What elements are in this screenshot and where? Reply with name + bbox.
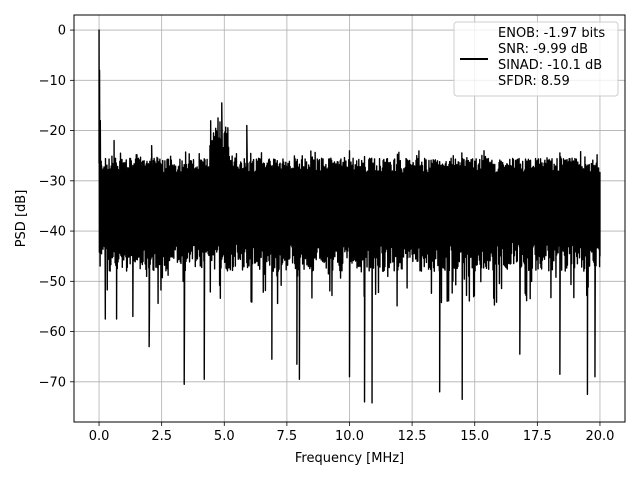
legend: ENOB: -1.97 bits SNR: -9.99 dB SINAD: -1… [453,21,619,97]
ticks: 0.0 2.5 5.0 7.5 10.0 12.5 15.0 17.5 20.0 0 −10 −20 −… [39,24,615,444]
legend-enob: ENOB: -1.97 bits [498,26,605,41]
series-layer [98,29,601,404]
x-tick-label: 7.5 [277,429,298,444]
legend-snr: SNR: -9.99 dB [498,42,588,57]
y-tick-label: −60 [39,325,66,340]
x-tick-label: 10.0 [335,429,364,444]
x-tick-label: 0.0 [89,429,110,444]
legend-box [453,21,619,97]
x-tick-label: 5.0 [214,429,235,444]
legend-sfdr: SFDR: 8.59 [498,74,570,89]
y-tick-label: −20 [39,124,66,139]
x-tick-label: 12.5 [398,429,427,444]
y-tick-label: −50 [39,275,66,290]
legend-sinad: SINAD: -10.1 dB [498,58,602,73]
x-tick-label: 17.5 [523,429,552,444]
x-tick-label: 15.0 [460,429,489,444]
psd-series-line [98,29,601,404]
y-tick-label: −10 [39,74,66,89]
x-axis-label: Frequency [MHz] [295,451,404,466]
x-tick-label: 20.0 [585,429,614,444]
y-tick-label: −40 [39,225,66,240]
x-tick-label: 2.5 [151,429,172,444]
y-axis-label: PSD [dB] [14,190,29,248]
y-tick-label: 0 [58,24,66,39]
y-tick-label: −30 [39,174,66,189]
y-tick-label: −70 [39,375,66,390]
